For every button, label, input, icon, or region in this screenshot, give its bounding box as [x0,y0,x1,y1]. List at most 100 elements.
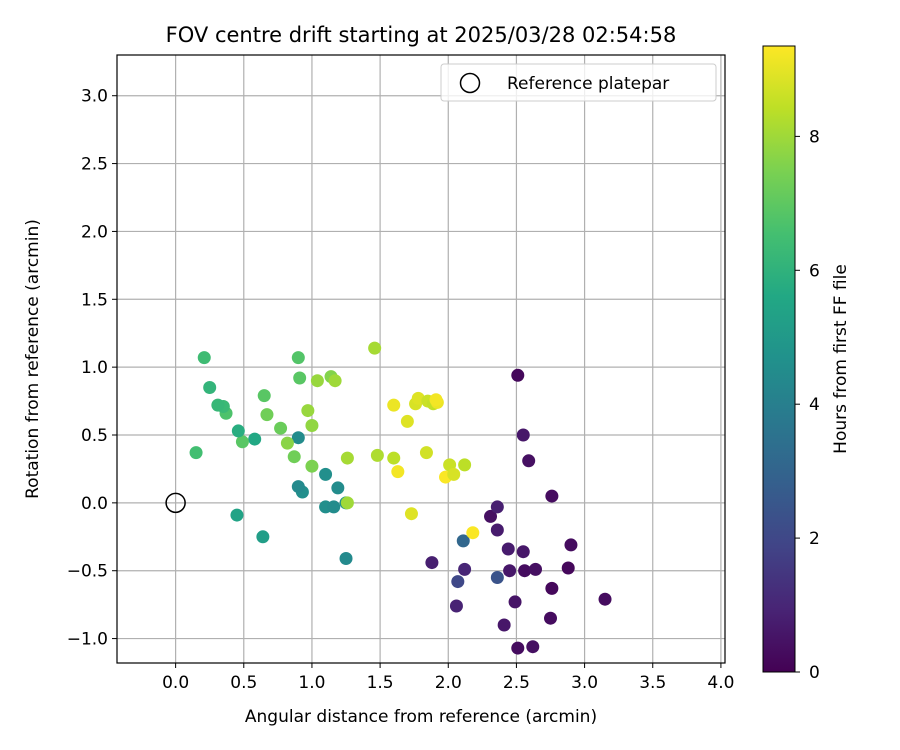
data-point [458,458,472,472]
data-points [189,341,612,655]
data-point [419,446,433,460]
colorbar-tick-label: 4 [809,395,820,415]
x-axis-label: Angular distance from reference (arcmin) [245,707,597,727]
data-point [400,414,414,428]
legend: Reference platepar [440,63,717,102]
data-point [529,562,543,576]
data-point [274,421,288,435]
data-point [490,500,504,514]
data-point [598,592,612,606]
data-point [340,451,354,465]
data-point [211,398,225,412]
data-point [257,389,271,403]
grid-lines [117,55,725,663]
data-point [203,381,217,394]
data-point [387,398,401,412]
data-point [235,435,249,449]
y-tick-label: 2.0 [81,222,108,242]
data-point [391,465,405,479]
x-tick-label: 2.0 [435,673,462,693]
data-point [511,641,525,655]
reference-platepar-marker [165,492,186,514]
data-point [508,595,522,609]
y-tick-label: 3.0 [81,87,108,107]
data-point [291,480,305,494]
y-tick-label: 2.5 [81,155,108,175]
data-point [522,454,536,468]
x-tick-label: 2.5 [503,673,530,693]
data-point [387,451,401,465]
data-point [490,571,504,584]
y-axis-ticks: −1.0 −0.5 0.0 0.5 1.0 1.5 2.0 2.5 3.0 [67,87,117,650]
y-tick-label: 1.0 [81,358,108,378]
legend-label: Reference platepar [507,74,669,94]
data-point [189,446,203,460]
x-tick-label: 1.5 [367,673,394,693]
x-tick-label: 3.5 [639,673,666,693]
reference-marker-layer [165,492,186,514]
data-point [447,467,461,481]
data-point [340,496,354,510]
y-tick-label: 1.5 [81,290,108,310]
data-point [564,538,578,552]
data-point [291,351,305,365]
data-point [561,561,575,575]
colorbar-tick-label: 6 [809,261,820,281]
data-point [449,599,463,613]
data-point [497,618,511,632]
data-point [260,408,274,422]
data-point [339,552,353,565]
data-point [545,581,559,595]
data-point [197,351,211,365]
x-axis-ticks: 0.0 0.5 1.0 1.5 2.0 2.5 3.0 3.5 4.0 [162,663,734,693]
data-point [293,371,307,385]
colorbar: 0 2 4 6 8 Hours from first FF file [762,45,851,683]
data-point [518,564,532,578]
data-point [466,526,480,540]
data-point [256,530,270,544]
y-tick-label: −1.0 [67,630,108,650]
data-point [501,542,515,556]
legend-reference-marker [459,72,481,94]
legend-box [440,63,717,102]
y-tick-label: 0.0 [81,494,108,514]
data-point [456,534,470,548]
data-point [490,523,504,537]
data-point [280,436,294,450]
data-point [331,481,345,495]
data-point [327,500,341,514]
data-point [503,564,517,578]
data-point [231,424,245,438]
data-point [328,374,342,388]
data-point [287,450,301,464]
y-axis-label: Rotation from reference (arcmin) [23,219,43,499]
data-point [545,489,559,503]
x-tick-label: 3.0 [571,673,598,693]
data-point [451,575,465,589]
plot-frame [116,54,726,664]
data-point [310,374,324,388]
x-tick-label: 1.0 [298,673,325,693]
x-tick-label: 0.0 [162,673,189,693]
data-point [484,509,498,523]
data-point [429,393,443,407]
data-point [248,432,262,446]
data-point [230,508,244,522]
colorbar-label: Hours from first FF file [831,264,851,454]
data-point [526,640,540,654]
data-point [301,404,315,418]
chart-title: FOV centre drift starting at 2025/03/28 … [166,23,677,47]
data-point [291,431,305,445]
data-point [370,448,384,462]
data-point [404,507,418,521]
colorbar-gradient [762,45,796,673]
data-point [544,611,558,625]
x-tick-label: 0.5 [230,673,257,693]
colorbar-tick-label: 8 [809,127,820,147]
data-point [368,341,382,355]
data-point [516,545,530,559]
y-tick-label: −0.5 [67,562,108,582]
colorbar-ticks: 0 2 4 6 8 [795,127,820,683]
data-point [516,428,530,442]
